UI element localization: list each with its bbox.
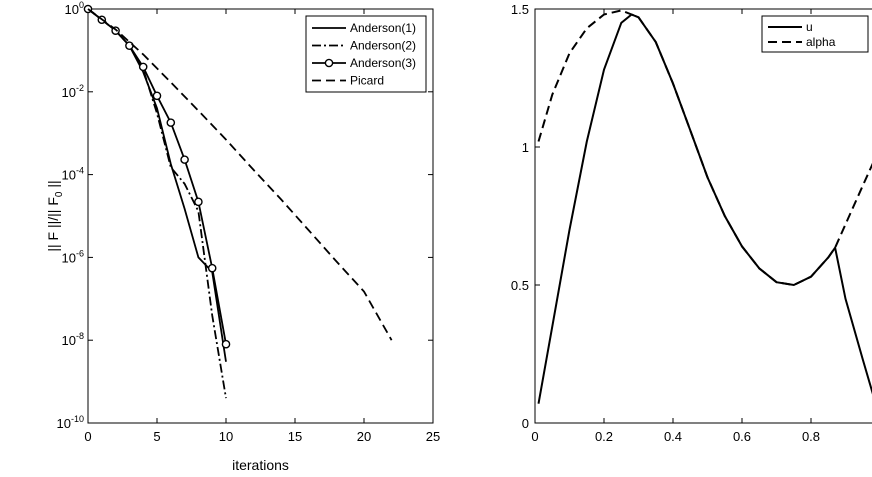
y-tick-label: 100 — [65, 0, 84, 17]
series-line — [537, 13, 872, 404]
series-marker — [221, 339, 231, 349]
legend-label: Picard — [350, 74, 384, 88]
y-tick-label: 0.5 — [511, 278, 529, 293]
x-tick-label: 5 — [153, 429, 160, 444]
plot-frame — [534, 8, 872, 424]
legend-label: Anderson(2) — [350, 39, 416, 53]
series-marker — [207, 263, 217, 273]
y-tick-label: 10-8 — [62, 331, 84, 348]
x-tick-label: 0.2 — [595, 429, 613, 444]
x-axis-label: iterations — [232, 457, 289, 473]
x-tick-label: 15 — [288, 429, 302, 444]
legend-label: alpha — [806, 35, 836, 49]
x-tick-label: 0 — [84, 429, 91, 444]
legend-label: u — [806, 20, 813, 34]
x-tick-label: 0.4 — [664, 429, 682, 444]
series-marker — [152, 91, 162, 101]
legend-label: Anderson(1) — [350, 21, 416, 35]
y-tick-label: 1.5 — [511, 2, 529, 17]
y-tick-label: 0 — [522, 416, 529, 431]
series-line — [87, 8, 393, 341]
y-tick-label: 10-4 — [62, 166, 84, 183]
x-tick-label: 25 — [426, 429, 440, 444]
series-marker — [180, 155, 189, 164]
x-tick-label: 0 — [531, 429, 538, 444]
x-tick-label: 0.6 — [733, 429, 751, 444]
left-convergence-chart: 0 5 10 15 20 25 100 10-2 10-4 10-6 10-8 10-10 iterat… — [45, 0, 440, 473]
legend-marker — [324, 58, 334, 68]
y-tick-label: 10-6 — [62, 248, 84, 265]
legend-box — [761, 15, 869, 53]
series-marker — [166, 118, 176, 127]
x-tick-label: 0.8 — [802, 429, 820, 444]
series-marker — [125, 41, 134, 50]
x-tick-label: 20 — [357, 429, 371, 444]
series-line — [87, 8, 227, 345]
y-tick-label: 10-2 — [62, 83, 84, 100]
legend-box — [305, 15, 427, 93]
y-tick-label: 10-10 — [57, 414, 84, 431]
legend-label: Anderson(3) — [350, 56, 416, 70]
y-axis-label: || F ||/|| F0 || — [45, 180, 65, 251]
y-tick-label: 1 — [522, 140, 529, 155]
plot-frame — [87, 8, 434, 424]
series-line — [87, 8, 227, 362]
series-marker — [138, 62, 148, 72]
series-marker — [194, 197, 203, 207]
x-tick-label: 10 — [219, 429, 233, 444]
